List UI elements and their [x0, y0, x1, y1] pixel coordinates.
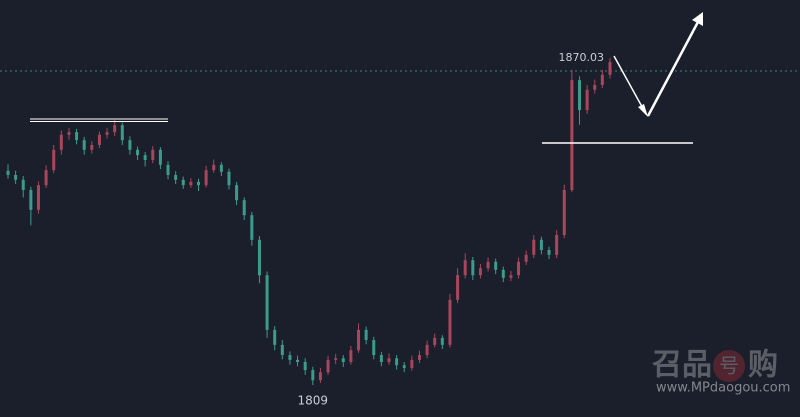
- candle-body: [440, 337, 444, 345]
- watermark-badge: 号: [719, 354, 739, 378]
- candle-body: [21, 179, 25, 190]
- low-label: 1809: [298, 394, 329, 408]
- candle-body: [456, 275, 460, 300]
- candle-body: [181, 179, 185, 186]
- candle-body: [486, 261, 490, 269]
- candle-body: [67, 132, 71, 135]
- candle-body: [593, 84, 597, 90]
- candle-body: [570, 80, 574, 190]
- candle-body: [288, 355, 292, 360]
- candle-body: [105, 132, 109, 135]
- candle-body: [265, 275, 269, 330]
- candle-body: [280, 344, 284, 356]
- candle-body: [318, 372, 322, 381]
- candle-body: [197, 181, 200, 186]
- candle-body: [539, 239, 543, 251]
- candle-body: [250, 215, 254, 240]
- candle-body: [562, 189, 566, 236]
- candle-body: [311, 370, 315, 381]
- projection-arrow: [646, 19, 701, 117]
- candle-body: [128, 140, 132, 150]
- candle-body: [402, 365, 406, 368]
- candle-body: [349, 350, 353, 363]
- plot: 1870.03 1809: [0, 51, 800, 408]
- candle-body: [357, 329, 361, 351]
- candle-body: [242, 200, 246, 216]
- candle-body: [59, 134, 63, 150]
- candle-body: [532, 239, 536, 255]
- candle-body: [341, 358, 345, 363]
- candle-body: [364, 329, 368, 341]
- candle-body: [29, 189, 33, 210]
- candle-body: [120, 125, 124, 141]
- watermark-badge-bg: [713, 350, 745, 382]
- candle-body: [219, 164, 223, 172]
- candle-body: [471, 260, 475, 276]
- candle-body: [113, 125, 117, 133]
- candle-body: [273, 329, 277, 345]
- high-label: 1870.03: [558, 51, 604, 64]
- candle-body: [143, 155, 147, 160]
- candle-body: [166, 164, 170, 175]
- candle-body: [90, 144, 94, 150]
- candle-body: [52, 149, 56, 171]
- candle-body: [517, 261, 521, 276]
- candle-body: [509, 275, 513, 278]
- candle-body: [425, 344, 429, 356]
- candle-body: [75, 132, 79, 141]
- candle-body: [97, 134, 101, 145]
- candle-body: [151, 149, 155, 160]
- candle-body: [395, 358, 399, 366]
- candle-body: [463, 260, 467, 276]
- candle-body: [372, 340, 376, 356]
- candle-body: [608, 61, 612, 75]
- candle-body: [136, 149, 140, 156]
- candle-body: [448, 299, 452, 345]
- candle-body: [296, 359, 300, 363]
- watermark-url: www.MPdaogou.com: [656, 381, 790, 396]
- candle-body: [578, 80, 581, 111]
- watermark: 召品 号 购: [651, 348, 778, 383]
- candle-body: [501, 269, 505, 278]
- candle-body: [44, 170, 48, 186]
- candle-body: [494, 261, 498, 270]
- candle-body: [158, 149, 162, 165]
- candle-body: [235, 185, 239, 201]
- candle-body: [212, 164, 216, 171]
- candle-body: [379, 355, 383, 363]
- candle-body: [36, 185, 40, 210]
- candle-body: [326, 359, 330, 373]
- candle-body: [555, 235, 559, 255]
- candle-body: [189, 181, 193, 186]
- candle-body: [227, 171, 231, 186]
- candle-body: [174, 174, 178, 180]
- candle-body: [387, 358, 391, 363]
- candle-body: [417, 355, 421, 360]
- candle-body: [6, 170, 10, 175]
- candle-body: [82, 140, 86, 150]
- watermark-brand: 召品: [651, 348, 712, 383]
- candle-body: [547, 250, 551, 255]
- projection-arrow: [613, 55, 647, 115]
- arrow-head: [692, 12, 703, 26]
- candle-body: [410, 359, 414, 368]
- candle-body: [600, 74, 604, 85]
- candle-body: [524, 254, 528, 262]
- candle-body: [14, 174, 18, 180]
- candle-body: [204, 170, 208, 186]
- arrow-head: [638, 104, 648, 117]
- candle-body: [257, 239, 261, 276]
- candle-body: [478, 268, 482, 276]
- candle-body: [334, 358, 338, 360]
- candle-body: [433, 337, 437, 345]
- candle-body: [303, 362, 307, 371]
- watermark-suffix: 购: [748, 348, 778, 383]
- candle-body: [585, 89, 589, 111]
